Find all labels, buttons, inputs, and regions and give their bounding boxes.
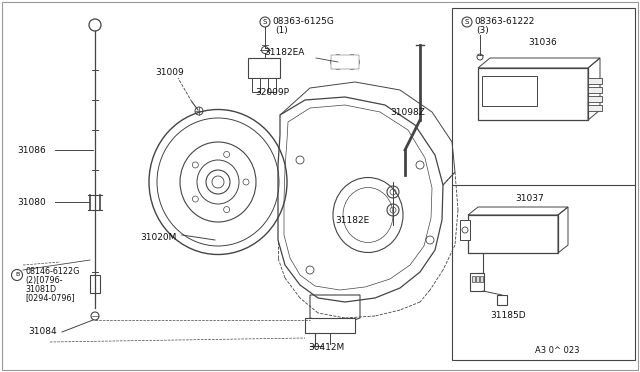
Bar (480, 276, 483, 282)
Text: S: S (263, 19, 267, 25)
Bar (248, 58, 280, 78)
Bar (588, 78, 602, 84)
Bar (468, 215, 558, 253)
Text: 31182EA: 31182EA (264, 48, 305, 57)
Text: (3): (3) (476, 26, 489, 35)
Text: 31185D: 31185D (490, 311, 525, 320)
Bar (331, 55, 359, 69)
Bar (588, 105, 602, 111)
Bar (588, 96, 602, 102)
Text: 08146-6122G: 08146-6122G (25, 266, 79, 276)
Bar (476, 276, 479, 282)
Text: A3 0^ 023: A3 0^ 023 (536, 346, 580, 355)
Text: 31080: 31080 (17, 198, 45, 206)
Text: 31084: 31084 (28, 327, 56, 337)
Text: (1): (1) (275, 26, 288, 35)
Bar (305, 318, 355, 333)
Text: [0294-0796]: [0294-0796] (25, 294, 75, 302)
Bar (252, 78, 260, 92)
Text: 31009: 31009 (155, 67, 184, 77)
Bar (90, 275, 100, 293)
Text: 08363-61222: 08363-61222 (474, 16, 534, 26)
Text: 31086: 31086 (17, 145, 45, 154)
Bar (588, 87, 602, 93)
Text: 30412M: 30412M (308, 343, 344, 353)
Text: 31020M: 31020M (140, 232, 177, 241)
Text: 31036: 31036 (528, 38, 557, 46)
Bar (497, 295, 507, 305)
Text: S: S (465, 19, 469, 25)
Text: (2)[0796-: (2)[0796- (25, 276, 63, 285)
Text: 31081D: 31081D (25, 285, 56, 294)
Bar (478, 68, 588, 120)
Bar (452, 8, 635, 360)
Text: 08363-6125G: 08363-6125G (272, 16, 334, 26)
Text: 31098Z: 31098Z (390, 108, 425, 116)
Bar (460, 220, 470, 240)
Text: 31182E: 31182E (336, 215, 370, 224)
Bar (268, 78, 276, 92)
Bar (482, 76, 537, 106)
Text: B: B (15, 273, 19, 278)
Bar (472, 276, 475, 282)
Text: 32009P: 32009P (255, 87, 289, 96)
Bar (470, 273, 484, 291)
Text: 31037: 31037 (515, 193, 544, 202)
